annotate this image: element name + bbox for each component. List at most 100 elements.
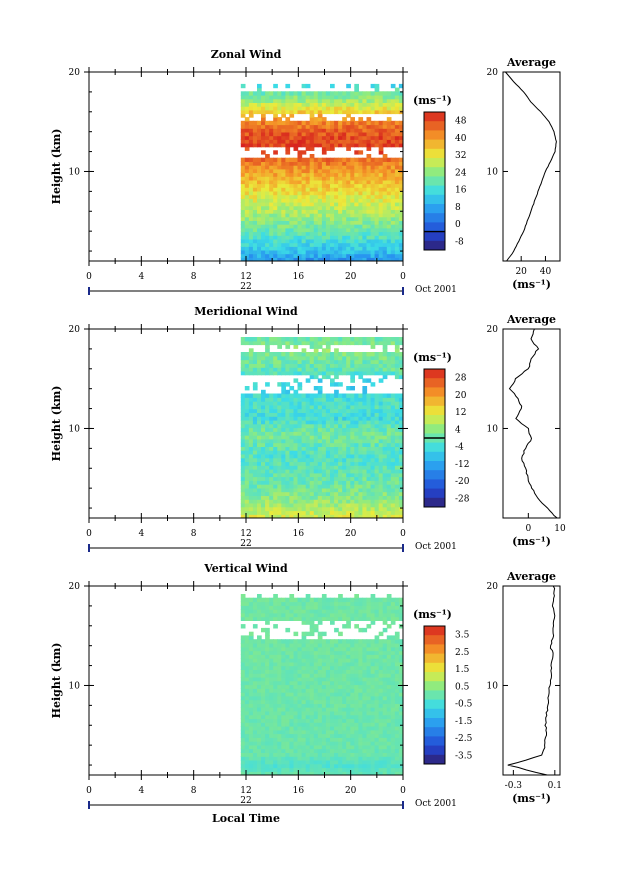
heatmap-cell <box>382 253 388 258</box>
heatmap-cell <box>297 154 303 159</box>
heatmap-cell <box>257 752 262 757</box>
heatmap-cell <box>390 502 396 508</box>
heatmap-cell <box>301 431 307 436</box>
heatmap-cell <box>305 227 311 233</box>
heatmap-cell <box>257 220 262 225</box>
heatmap-cell <box>273 431 278 436</box>
heatmap-cell <box>362 491 368 496</box>
heatmap-cell <box>285 393 291 398</box>
heatmap-cell <box>261 355 266 361</box>
heatmap-cell <box>244 491 250 496</box>
heatmap-cell <box>305 688 311 693</box>
heatmap-cell <box>273 502 278 508</box>
heatmap-cell <box>338 752 343 757</box>
heatmap-cell <box>358 476 364 481</box>
heatmap-cell <box>244 238 250 244</box>
heatmap-cell <box>281 472 286 478</box>
heatmap-cell <box>346 726 351 731</box>
heatmap-cell <box>305 643 311 648</box>
heatmap-cell <box>301 242 307 247</box>
heatmap-cell <box>252 744 258 750</box>
heatmap-cell <box>370 408 376 413</box>
heatmap-cell <box>350 676 355 682</box>
heatmap-cell <box>350 601 355 606</box>
heatmap-cell <box>252 401 258 406</box>
heatmap-cell <box>248 616 254 621</box>
heatmap-cell <box>350 168 355 174</box>
heatmap-cell <box>261 213 266 218</box>
heatmap-cell <box>321 726 327 731</box>
heatmap-cell <box>342 676 347 682</box>
heatmap-cell <box>297 216 303 221</box>
heatmap-cell <box>370 484 376 489</box>
heatmap-cell <box>285 692 291 697</box>
heatmap-cell <box>398 102 403 107</box>
heatmap-cell <box>362 699 368 704</box>
heatmap-cell <box>309 355 315 361</box>
heatmap-cell <box>248 446 254 451</box>
heatmap-cell <box>297 139 303 144</box>
heatmap-cell <box>374 198 380 203</box>
heatmap-cell <box>301 741 307 746</box>
heatmap-cell <box>265 680 270 686</box>
heatmap-cell <box>265 393 270 398</box>
heatmap-cell <box>362 669 368 674</box>
heatmap-cell <box>265 183 270 188</box>
heatmap-cell <box>358 102 364 107</box>
heatmap-cell <box>297 661 303 667</box>
heatmap-cell <box>244 654 250 659</box>
heatmap-cell <box>301 198 307 203</box>
heatmap-cell <box>346 438 351 444</box>
heatmap-cell <box>305 109 311 115</box>
heatmap-cell <box>354 412 359 417</box>
heatmap-cell <box>257 741 262 746</box>
heatmap-cell <box>240 143 246 148</box>
heatmap-cell <box>285 654 291 659</box>
heatmap-cell <box>257 635 262 640</box>
heatmap-cell <box>261 209 266 214</box>
heatmap-cell <box>289 194 295 199</box>
heatmap-cell <box>293 487 299 493</box>
heatmap-cell <box>273 359 278 364</box>
heatmap-cell <box>289 359 295 364</box>
heatmap-cell <box>257 718 262 723</box>
heatmap-cell <box>244 367 250 372</box>
heatmap-cell <box>366 506 372 512</box>
heatmap-cell <box>321 337 327 342</box>
heatmap-cell <box>301 438 307 444</box>
heatmap-cell <box>350 172 355 177</box>
heatmap-cell <box>342 658 347 663</box>
heatmap-cell <box>257 242 262 247</box>
heatmap-cell <box>374 139 380 144</box>
heatmap-cell <box>285 661 291 667</box>
heatmap-cell <box>261 423 266 429</box>
heatmap-cell <box>305 355 311 361</box>
heatmap-cell <box>293 431 299 436</box>
heatmap-cell <box>273 514 278 518</box>
heatmap-cell <box>305 453 311 459</box>
heatmap-cell <box>244 102 250 107</box>
heatmap-cell <box>374 106 380 111</box>
heatmap-cell <box>252 139 258 144</box>
heatmap-cell <box>370 124 376 129</box>
heatmap-cell <box>305 741 311 746</box>
heatmap-cell <box>382 363 388 368</box>
heatmap-cell <box>325 499 331 504</box>
heatmap-cell <box>394 344 400 349</box>
heatmap-cell <box>240 759 246 765</box>
heatmap-cell <box>354 476 359 481</box>
heatmap-cell <box>297 767 303 772</box>
heatmap-cell <box>390 352 396 357</box>
heatmap-cell <box>269 187 274 192</box>
heatmap-cell <box>342 680 347 686</box>
heatmap-cell <box>313 763 319 769</box>
heatmap-cell <box>321 150 327 155</box>
heatmap-cell <box>297 692 303 697</box>
heatmap-cell <box>366 363 372 368</box>
heatmap-cell <box>378 165 384 170</box>
heatmap-cell <box>338 416 343 421</box>
heatmap-cell <box>317 453 323 459</box>
heatmap-cell <box>378 143 384 148</box>
heatmap-cell <box>277 676 282 682</box>
